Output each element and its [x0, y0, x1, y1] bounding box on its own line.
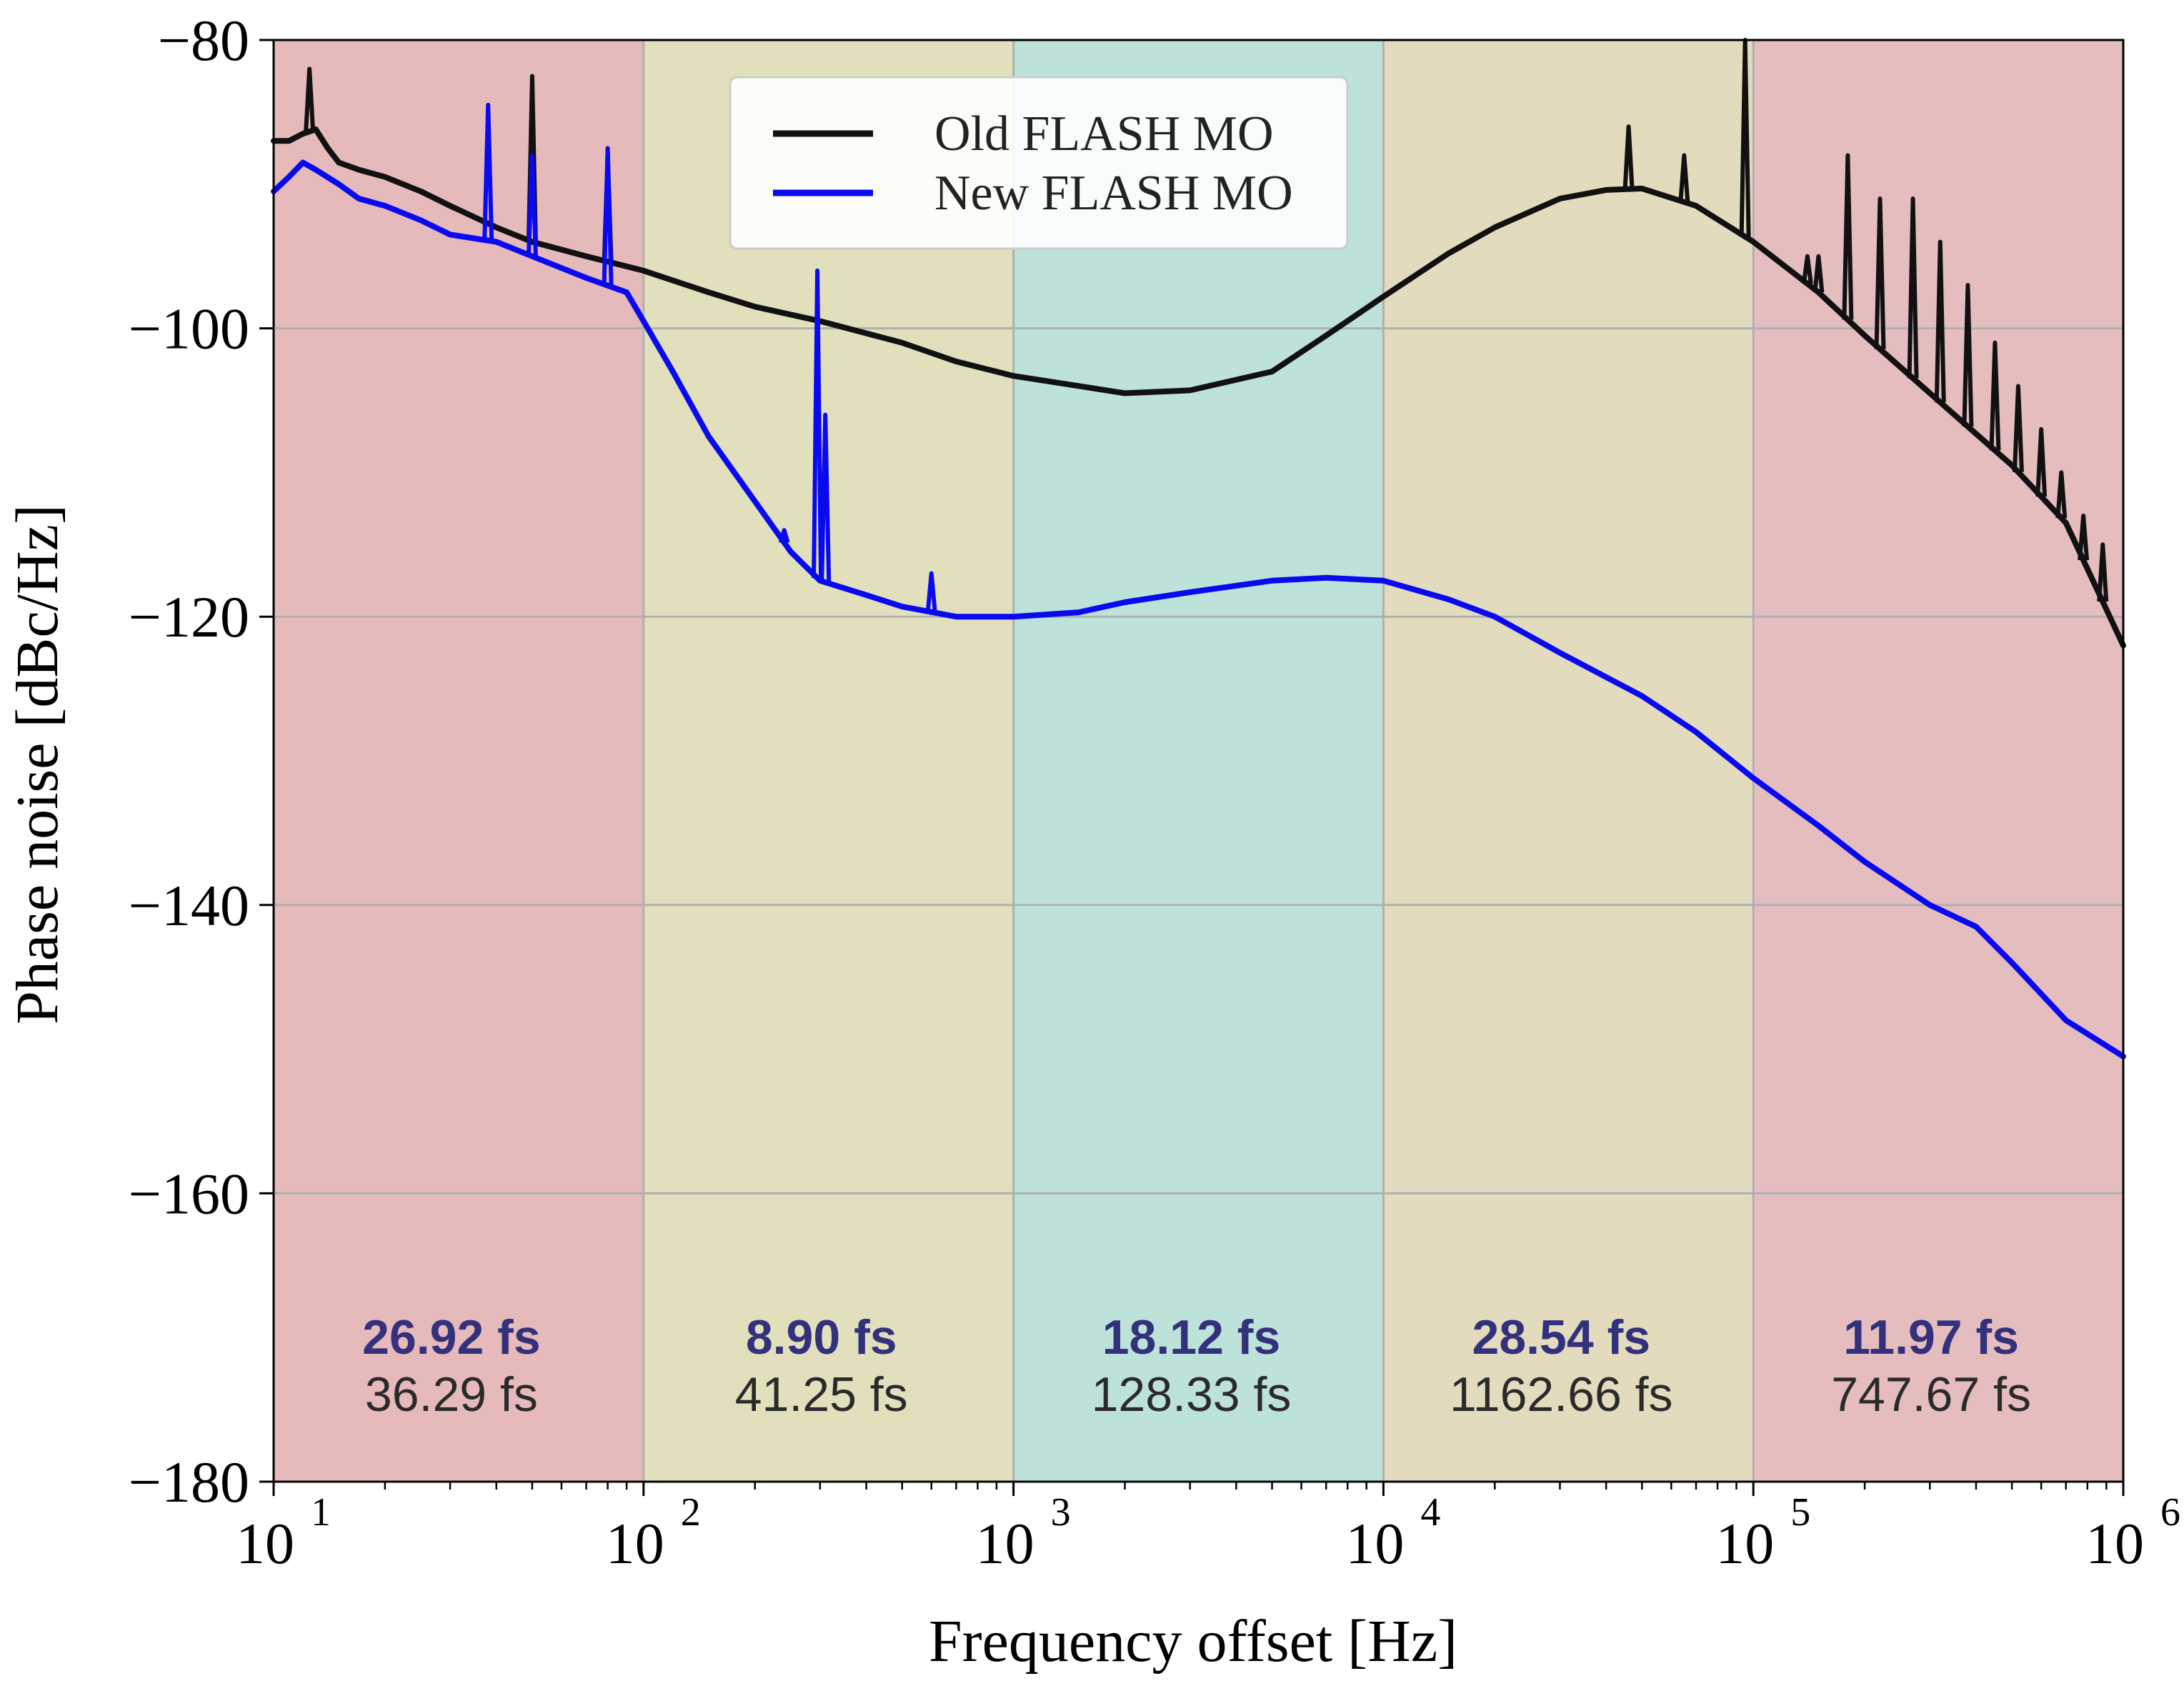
x-tick-label-0: 10: [236, 1511, 294, 1576]
spike-12: [1962, 283, 1974, 427]
x-tick-exp-5: 6: [2160, 1490, 2180, 1535]
y-tick-labels: −80 −100 −120 −140 −160 −180: [129, 8, 249, 1515]
y-tick-label-0: −80: [158, 8, 249, 73]
y-tick-label-5: −180: [129, 1450, 249, 1515]
spike-22: [778, 528, 790, 544]
spike-17: [2078, 513, 2090, 561]
legend-label-new: New FLASH MO: [934, 166, 1293, 221]
spike-11: [1934, 239, 1946, 403]
band-new-jitter-0: 26.92 fs: [362, 1310, 541, 1365]
band-old-jitter-3: 1162.66 fs: [1450, 1367, 1673, 1422]
band-1: [643, 40, 1014, 1482]
y-tick-label-2: −120: [129, 584, 249, 649]
band-old-jitter-4: 747.67 fs: [1831, 1367, 2031, 1422]
spike-13: [1989, 340, 2001, 451]
y-tick-label-3: −140: [129, 873, 249, 938]
band-new-jitter-1: 8.90 fs: [746, 1310, 897, 1365]
band-new-jitter-4: 11.97 fs: [1843, 1310, 2019, 1365]
x-tick-exp-0: 1: [311, 1490, 331, 1535]
x-tick-label-5: 10: [2085, 1511, 2144, 1576]
x-tick-label-2: 10: [976, 1511, 1034, 1576]
spike-7: [1812, 254, 1825, 293]
spike-23: [812, 268, 824, 579]
spike-20: [526, 153, 538, 256]
x-tick-exp-1: 2: [681, 1490, 701, 1535]
x-tick-exp-2: 3: [1051, 1490, 1071, 1535]
spike-24: [819, 412, 832, 583]
axes: [259, 39, 2125, 1496]
y-tick-label-4: −160: [129, 1161, 249, 1226]
y-tick-label-1: −100: [129, 296, 249, 361]
band-old-jitter-0: 36.29 fs: [365, 1367, 538, 1422]
x-tick-exp-4: 5: [1790, 1490, 1810, 1535]
legend-label-old: Old FLASH MO: [934, 106, 1274, 161]
band-new-jitter-2: 18.12 fs: [1102, 1310, 1281, 1365]
spike-8: [1842, 153, 1854, 320]
x-tick-label-1: 10: [606, 1511, 664, 1576]
spike-16: [2055, 470, 2068, 519]
spike-10: [1907, 196, 1919, 379]
spike-19: [482, 102, 494, 241]
spike-14: [2012, 384, 2024, 472]
series-line-0: [271, 126, 2126, 649]
legend: Old FLASH MO New FLASH MO: [729, 76, 1349, 250]
band-new-jitter-3: 28.54 fs: [1472, 1310, 1651, 1365]
jitter-bands: [274, 40, 2123, 1482]
y-axis-label: Phase noise [dBc/Hz]: [4, 504, 71, 1024]
band-old-jitter-1: 41.25 fs: [735, 1367, 908, 1422]
series-lines: [271, 38, 2126, 1059]
spike-18: [2097, 542, 2109, 602]
x-tick-exp-3: 4: [1420, 1490, 1440, 1535]
spike-3: [1622, 124, 1635, 189]
band-0: [274, 40, 644, 1482]
spike-15: [2035, 427, 2048, 497]
x-axis-label: Frequency offset [Hz]: [929, 1608, 1457, 1675]
spike-0: [304, 66, 316, 132]
band-old-jitter-2: 128.33 fs: [1092, 1367, 1292, 1422]
x-tick-label-3: 10: [1345, 1511, 1404, 1576]
spike-25: [925, 571, 937, 613]
x-tick-labels: 10 1 10 2 10 3 10 4 10 5 10 6: [236, 1490, 2180, 1576]
spike-9: [1874, 196, 1886, 349]
spike-4: [1678, 153, 1690, 202]
plot-frame: [272, 39, 2125, 1483]
legend-box: [729, 76, 1349, 250]
band-3: [1383, 40, 1754, 1482]
spike-21: [602, 146, 614, 286]
band-2: [1013, 40, 1384, 1482]
spike-6: [1801, 254, 1813, 284]
x-tick-label-4: 10: [1715, 1511, 1774, 1576]
